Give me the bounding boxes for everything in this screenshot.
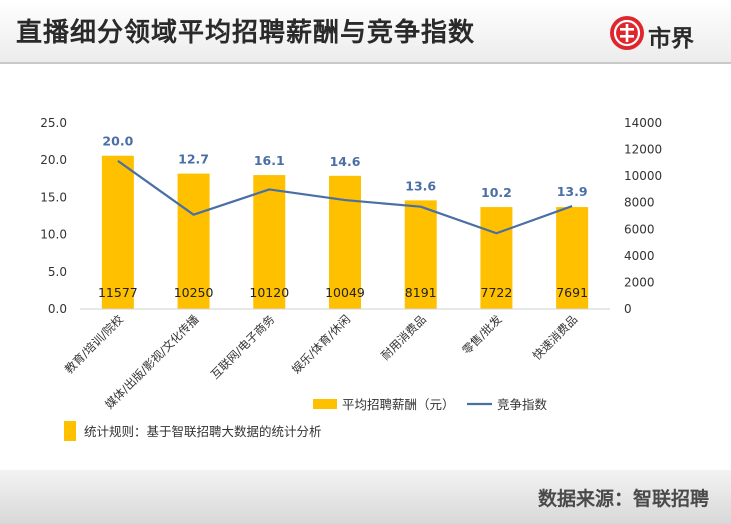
y-left-tick-label: 20.0 (40, 153, 67, 167)
y-left-tick-label: 25.0 (40, 116, 67, 130)
brand-name: 市界 (648, 26, 694, 52)
competition-index-label: 8191 (405, 285, 437, 300)
page-title: 直播细分领域平均招聘薪酬与竞争指数 (16, 18, 476, 48)
footnote: 统计规则：基于智联招聘大数据的统计分析 (84, 424, 322, 439)
chart: 0.0 5.0 10.0 15.0 20.0 25.0 0 2000 4000 6000 8000 1… (0, 64, 731, 470)
chart-canvas: 0.0 5.0 10.0 15.0 20.0 25.0 0 2000 4000 6000 8000 1… (40, 116, 662, 441)
x-tick-label: 零售/批发 (459, 312, 505, 358)
competition-index-label: 11577 (98, 285, 138, 300)
bar-data-label: 14.6 (330, 154, 361, 169)
brand-badge-icon (610, 16, 644, 50)
y-left-tick-label: 15.0 (40, 190, 67, 204)
legend-label-line: 竞争指数 (497, 397, 548, 412)
competition-index-label: 10120 (249, 285, 289, 300)
brand-logo: 市界 (610, 16, 720, 52)
bar-data-label: 13.6 (405, 178, 436, 193)
x-tick-label: 教育/培训/院校 (62, 312, 127, 377)
data-source: 数据来源：智联招聘 (537, 488, 709, 510)
y-right-tick-label: 14000 (624, 116, 662, 130)
x-tick-label: 快速消费品 (530, 312, 581, 363)
competition-index-label: 10250 (174, 285, 214, 300)
bar-data-label: 20.0 (102, 134, 133, 149)
y-right-tick-label: 2000 (624, 275, 655, 289)
y-right-tick-label: 10000 (624, 169, 662, 183)
legend-swatch-bar (313, 399, 337, 409)
x-tick-label: 耐用消费品 (378, 312, 429, 363)
bar (253, 175, 286, 309)
competition-index-label: 7691 (556, 285, 588, 300)
footer: 数据来源：智联招聘 (0, 470, 731, 524)
header-divider (0, 62, 731, 64)
y-left-tick-label: 5.0 (48, 265, 67, 279)
bar (480, 207, 513, 309)
note-marker (64, 421, 76, 441)
bar (404, 200, 437, 309)
y-left-tick-label: 10.0 (40, 228, 67, 242)
bar-data-label: 10.2 (481, 185, 512, 200)
bar (177, 173, 210, 309)
bar (101, 155, 134, 309)
bar (556, 207, 589, 309)
x-tick-label: 互联网/电子商务 (208, 312, 278, 382)
legend-label-bar: 平均招聘薪酬（元） (342, 397, 455, 412)
y-right-tick-label: 0 (624, 302, 632, 316)
y-right-tick-label: 8000 (624, 196, 655, 210)
bar-data-label: 12.7 (178, 152, 209, 167)
bar-data-label: 13.9 (557, 184, 588, 199)
y-right-tick-label: 12000 (624, 143, 662, 157)
y-right-tick-label: 4000 (624, 249, 655, 263)
competition-index-label: 10049 (325, 285, 365, 300)
bar-data-label: 16.1 (254, 153, 285, 168)
y-right-tick-label: 6000 (624, 222, 655, 236)
competition-index-label: 7722 (481, 285, 513, 300)
y-left-tick-label: 0.0 (48, 302, 67, 316)
header: 直播细分领域平均招聘薪酬与竞争指数 市界 (0, 0, 731, 62)
x-tick-label: 娱乐/体育/休闲 (289, 312, 353, 376)
